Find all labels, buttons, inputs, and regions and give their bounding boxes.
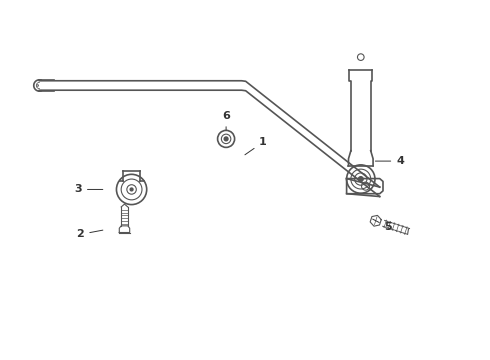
Text: 6: 6 xyxy=(222,111,230,130)
Text: 4: 4 xyxy=(375,156,404,166)
Circle shape xyxy=(130,188,133,191)
Text: 5: 5 xyxy=(373,219,392,232)
Text: 3: 3 xyxy=(74,184,103,194)
Text: 1: 1 xyxy=(245,137,267,155)
Text: 2: 2 xyxy=(76,229,103,239)
Circle shape xyxy=(224,137,228,141)
Circle shape xyxy=(358,177,363,181)
